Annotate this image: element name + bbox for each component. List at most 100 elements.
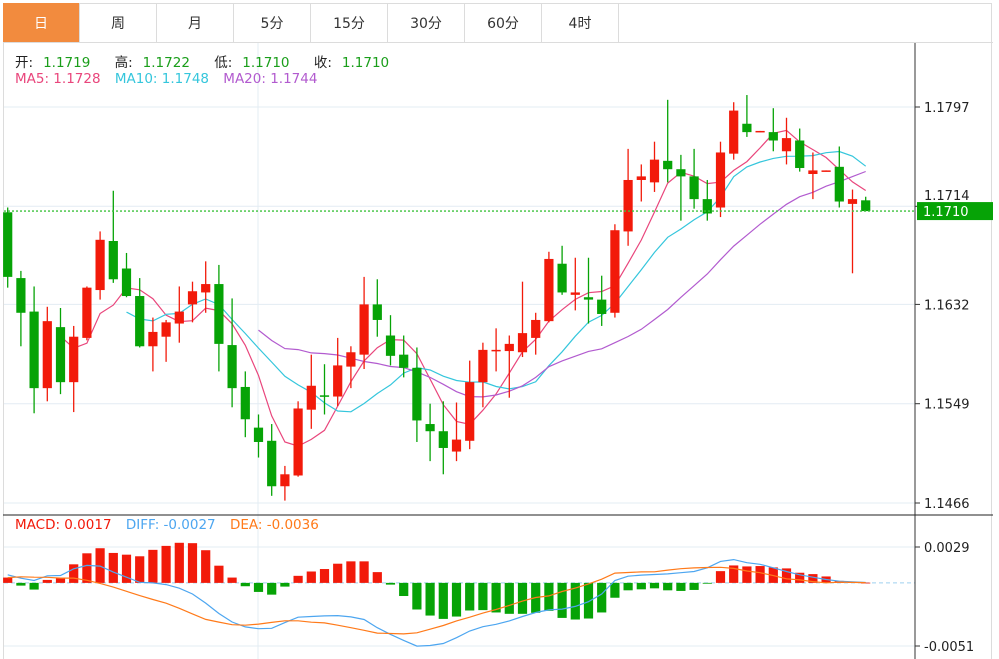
candle-body — [597, 299, 607, 314]
candle-body — [636, 176, 646, 180]
candle-body — [42, 321, 52, 389]
ma20-line — [258, 170, 866, 398]
ohlc-legend: 开: 1.1719 高: 1.1722 低: 1.1710 收: 1.1710 — [15, 51, 409, 71]
diff-value: DIFF: -0.0027 — [125, 517, 216, 533]
candle-body — [240, 386, 250, 420]
macd-bar — [610, 582, 620, 598]
candle-body — [610, 230, 620, 313]
macd-bar — [425, 582, 435, 616]
open-value: 1.1719 — [43, 55, 91, 71]
candle-body — [478, 349, 488, 383]
macd-bar — [148, 549, 158, 583]
macd-bar — [781, 568, 792, 583]
candle-body — [16, 278, 26, 313]
macd-bar — [689, 582, 699, 590]
candle-body — [702, 199, 712, 214]
macd-bar — [346, 561, 356, 583]
macd-bar — [280, 582, 290, 587]
tab-day[interactable]: 日 — [3, 3, 80, 42]
price-tick-label: 1.1714 — [924, 189, 970, 204]
ma10-value: MA10: 1.1748 — [114, 71, 209, 87]
candle-body — [517, 333, 528, 353]
candle-body — [557, 263, 567, 293]
macd-bar — [55, 577, 66, 583]
macd-bar — [319, 569, 330, 583]
macd-bar — [253, 582, 264, 592]
tab-15min[interactable]: 15分 — [311, 3, 388, 42]
macd-bar — [517, 582, 528, 614]
macd-bar — [808, 574, 818, 583]
macd-bar — [121, 554, 132, 583]
candle-body — [861, 200, 871, 212]
candle-body — [715, 152, 726, 208]
macd-bar — [82, 553, 92, 583]
candle-body — [253, 427, 264, 442]
candle-body — [385, 335, 396, 356]
candle-body — [187, 291, 198, 305]
macd-bar — [636, 582, 646, 590]
macd-bar — [623, 582, 633, 591]
macd-bar — [293, 575, 303, 583]
macd-tick-label: -0.0051 — [924, 640, 974, 655]
macd-value: MACD: 0.0017 — [15, 517, 112, 533]
candle-body — [570, 292, 580, 295]
current-price-tag — [917, 202, 993, 221]
macd-bar — [663, 582, 673, 591]
tab-month[interactable]: 月 — [157, 3, 234, 42]
candle-body — [306, 385, 316, 410]
candle-body — [755, 130, 765, 133]
candle-body — [121, 268, 132, 297]
macd-bar — [372, 572, 382, 583]
macd-bar — [478, 582, 488, 611]
current-price-tag-text: 1.1710 — [923, 205, 969, 220]
ma20-value: MA20: 1.1744 — [223, 71, 318, 87]
tab-4hour[interactable]: 4时 — [542, 3, 619, 42]
macd-bar — [42, 579, 52, 583]
macd-bar — [729, 565, 739, 583]
macd-bar — [465, 582, 475, 611]
candle-body — [161, 322, 171, 337]
macd-bar — [583, 582, 594, 619]
candle-body — [451, 439, 462, 452]
tab-60min[interactable]: 60分 — [465, 3, 542, 42]
macd-bar — [135, 556, 145, 583]
candle-body — [821, 170, 831, 172]
macd-bar — [412, 582, 422, 610]
macd-bar — [861, 582, 871, 584]
macd-bar — [385, 582, 396, 585]
macd-bar — [795, 572, 805, 583]
macd-bar — [742, 566, 752, 583]
candle-body — [649, 159, 660, 183]
macd-bar — [438, 582, 448, 619]
candle-body — [346, 352, 356, 367]
ma10-line — [126, 150, 867, 413]
candle-body — [214, 284, 224, 344]
candle-body — [135, 296, 145, 347]
candle-body — [55, 327, 66, 383]
tab-30min[interactable]: 30分 — [388, 3, 465, 42]
candle-body — [148, 331, 158, 347]
candle-body — [399, 354, 409, 368]
candle-body — [227, 345, 237, 389]
candle-body — [438, 431, 448, 448]
candle-body — [293, 408, 303, 476]
candle-body — [267, 440, 277, 487]
candle-body — [108, 240, 118, 280]
ma5-line — [60, 129, 867, 447]
period-tabs: 日 周 月 5分 15分 30分 60分 4时 — [3, 3, 993, 43]
macd-bar — [108, 552, 118, 583]
candle-body — [412, 367, 422, 421]
macd-bar — [544, 582, 554, 611]
candle-body — [583, 297, 594, 300]
tab-5min[interactable]: 5分 — [234, 3, 311, 42]
candle-body — [689, 176, 699, 200]
tab-week[interactable]: 周 — [80, 3, 157, 42]
price-tick-label: 1.1632 — [924, 298, 970, 313]
macd-bar — [676, 582, 686, 591]
macd-bar — [214, 565, 224, 583]
candle-body — [808, 170, 818, 174]
candle-body — [663, 160, 673, 170]
macd-bar — [715, 571, 726, 583]
macd-bar — [399, 582, 409, 597]
